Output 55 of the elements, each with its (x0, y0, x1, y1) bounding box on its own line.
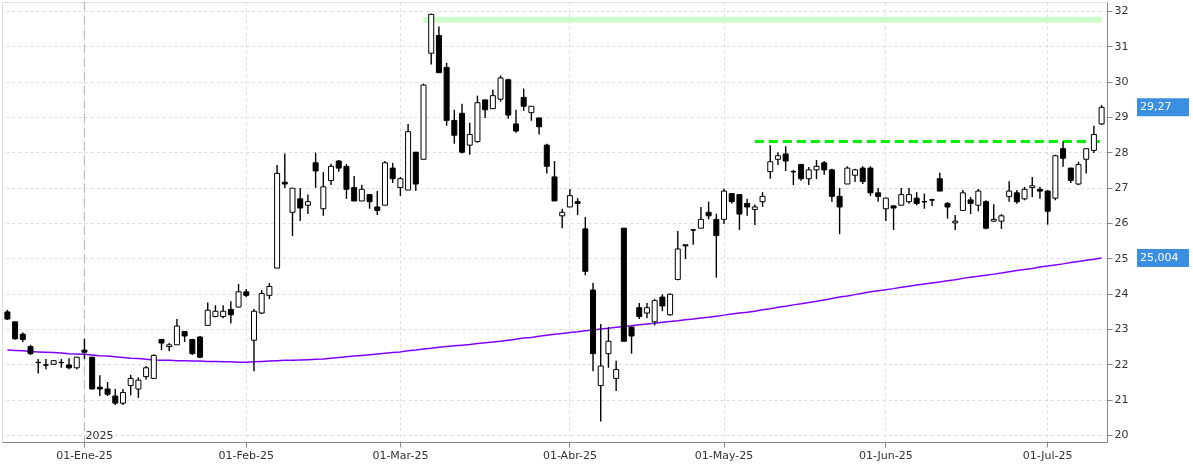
y-tick-label: 27 (1114, 181, 1129, 195)
candlestick (597, 323, 604, 423)
candlestick (328, 163, 335, 186)
ref-line-label: 2025 (85, 429, 114, 442)
y-tick-label: 25 (1114, 251, 1129, 265)
candlestick (1036, 186, 1043, 200)
candlestick (81, 338, 88, 360)
candlestick (1083, 147, 1090, 175)
candlestick (936, 172, 943, 192)
candlestick (42, 358, 49, 370)
y-tick-label: 22 (1114, 357, 1129, 371)
candlestick (281, 152, 288, 189)
y-tick-label: 28 (1114, 145, 1129, 159)
candlestick (312, 151, 319, 189)
text: 25,004 (1140, 251, 1179, 265)
candlestick (320, 171, 327, 217)
candlestick (767, 144, 774, 180)
y-tick-label: 29 (1114, 110, 1129, 124)
candlestick (304, 193, 311, 215)
candlestick (713, 212, 720, 279)
x-tick-label: 01-Mar-25 (372, 448, 429, 462)
text: 29,27 (1140, 100, 1172, 114)
candlestick (952, 214, 959, 231)
candlestick (512, 109, 519, 134)
candlestick (697, 206, 704, 229)
candlestick (1090, 124, 1097, 154)
y-tick-label: 32 (1114, 4, 1129, 18)
candlestick (66, 357, 73, 370)
candlestick (929, 198, 936, 207)
x-tick-label: 01-Jul-25 (1022, 448, 1073, 462)
candlestick (543, 143, 550, 175)
candlestick (751, 203, 758, 226)
candlestick (150, 353, 157, 380)
candlestick (605, 326, 612, 369)
y-tick-label: 20 (1114, 428, 1129, 442)
candlestick (613, 360, 620, 392)
y-tick-label: 23 (1114, 322, 1129, 336)
candlestick (374, 190, 381, 216)
candlestick (227, 300, 234, 325)
x-tick-label: 01-May-25 (694, 448, 754, 462)
candlestick (1098, 104, 1105, 126)
x-tick-label: 01-Feb-25 (218, 448, 274, 462)
y-tick-label: 30 (1114, 75, 1129, 89)
x-tick-label: 01-Jun-25 (858, 448, 913, 462)
x-tick-label: 01-Ene-25 (56, 448, 113, 462)
candlestick (1006, 180, 1013, 203)
y-tick-label: 21 (1114, 393, 1129, 407)
candlestick (559, 208, 566, 229)
line-series (6, 257, 1103, 363)
candlestick (782, 145, 789, 172)
y-tick-label: 24 (1114, 287, 1129, 301)
x-tick-label: 01-Abr-25 (542, 448, 597, 462)
y-tick-label: 26 (1114, 216, 1129, 230)
y-tick-label: 31 (1114, 39, 1129, 53)
candlestick (1029, 176, 1036, 198)
